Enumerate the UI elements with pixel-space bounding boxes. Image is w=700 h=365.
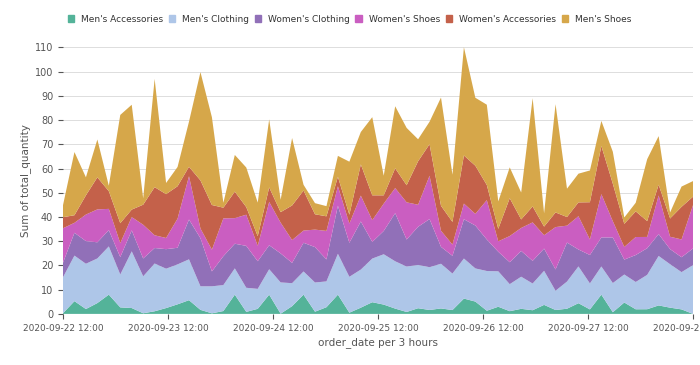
Y-axis label: Sum of total_quantity: Sum of total_quantity bbox=[20, 124, 31, 237]
X-axis label: order_date per 3 hours: order_date per 3 hours bbox=[318, 337, 438, 348]
Legend: Men's Accessories, Men's Clothing, Women's Clothing, Women's Shoes, Women's Acce: Men's Accessories, Men's Clothing, Women… bbox=[67, 15, 631, 24]
